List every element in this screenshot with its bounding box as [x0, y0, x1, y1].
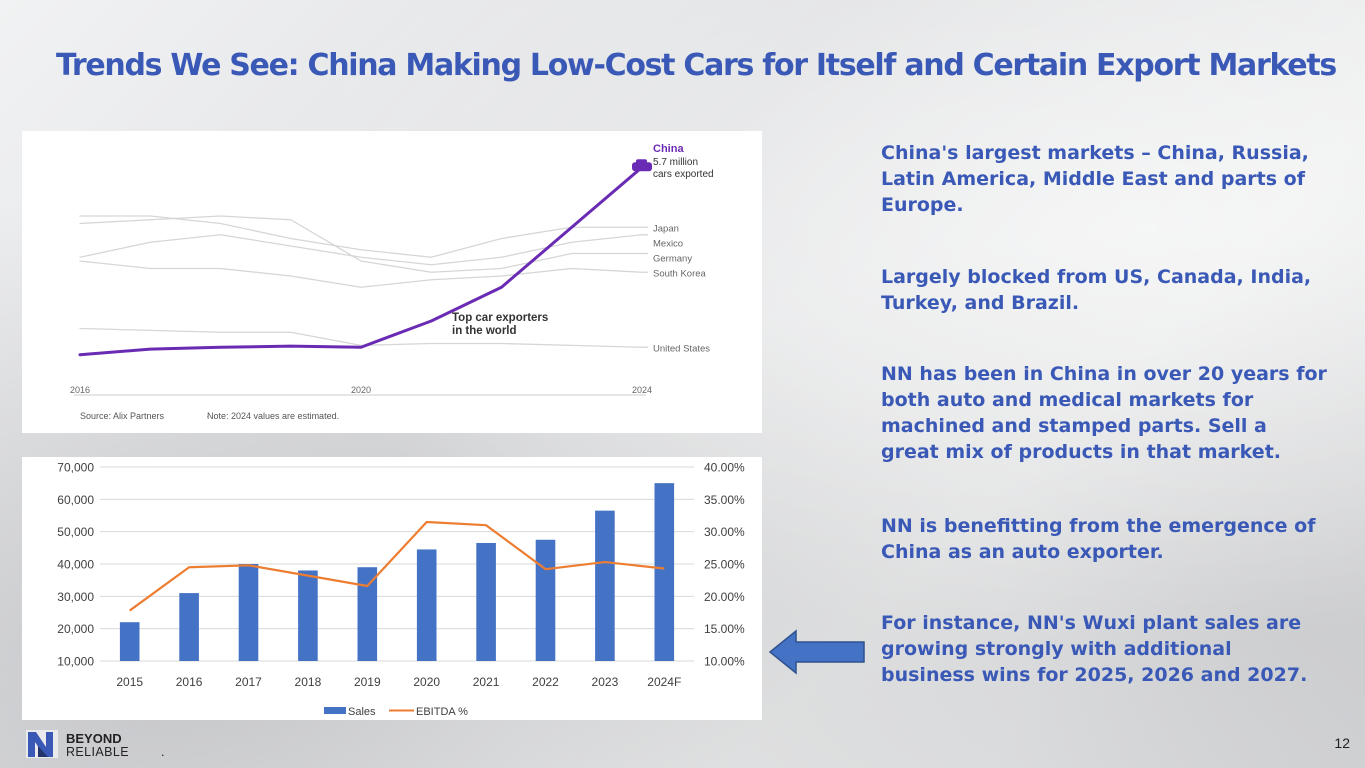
y-tick-label-left: 70,000: [57, 461, 94, 475]
legend-ebitda-label: EBITDA %: [416, 706, 468, 718]
bullet-nn-in-china: NN has been in China in over 20 years fo…: [881, 363, 1327, 463]
y-tick-label-left: 60,000: [57, 493, 94, 507]
x-tick-label-2022: 2022: [532, 675, 559, 689]
sales-bar-2016: [179, 593, 199, 661]
logo-line-1: BEYOND: [66, 731, 122, 746]
series-line-united-states: [79, 327, 643, 348]
sales-bar-2022: [535, 539, 556, 661]
source-separator-dot: ·: [206, 411, 209, 421]
series-line-china: [78, 165, 644, 357]
y-tick-label-left: 20,000: [57, 622, 94, 636]
china-callout-value: 5.7 million: [653, 157, 698, 168]
x-tick-label-2020: 2020: [413, 675, 440, 689]
bullet-wuxi-plant: For instance, NN's Wuxi plant sales are …: [881, 612, 1308, 686]
sales-bar-2017: [238, 564, 259, 661]
series-line-japan: [79, 215, 643, 258]
china-callout-unit: cars exported: [653, 169, 714, 180]
car-icon: [632, 159, 652, 172]
sales-bar-2020: [416, 549, 437, 661]
x-tick-label-2016: 2016: [70, 385, 90, 395]
y-tick-label-right: 15.00%: [704, 622, 745, 636]
x-tick-label-2020: 2020: [351, 385, 371, 395]
page-number: 12: [1334, 735, 1350, 751]
legend-sales-label: Sales: [348, 706, 376, 718]
sales-bar-2015: [119, 622, 140, 661]
chart-source: Source: Alix Partners: [80, 411, 165, 421]
annotation-line-1: Top car exporters: [452, 312, 548, 324]
series-label-south-korea: South Korea: [653, 268, 707, 279]
series-label-japan: Japan: [653, 223, 679, 234]
ebitda-line: [129, 520, 665, 612]
y-tick-label-right: 35.00%: [704, 493, 745, 507]
series-line-germany: [79, 215, 643, 273]
x-tick-label-2016: 2016: [176, 675, 203, 689]
sales-bar-2023: [595, 510, 615, 661]
y-tick-label-left: 40,000: [57, 558, 94, 572]
sales-bar-2024f: [654, 483, 675, 661]
x-tick-label-2024: 2024: [632, 385, 652, 395]
y-tick-label-right: 40.00%: [704, 461, 745, 475]
chart-note: Note: 2024 values are estimated.: [207, 411, 339, 421]
annotation-line-2: in the world: [452, 325, 517, 337]
x-tick-label-2024f: 2024F: [647, 675, 681, 689]
left-arrow-icon: [768, 629, 865, 675]
series-line-south-korea: [79, 260, 643, 288]
y-tick-label-left: 30,000: [57, 590, 94, 604]
logo-line-2: RELIABLE: [66, 745, 129, 759]
y-tick-label-left: 10,000: [57, 655, 94, 669]
car-exporters-chart: Japan Mexico Germany South Korea United Stat…: [22, 131, 762, 433]
china-callout-name: China: [653, 143, 684, 155]
y-tick-label-right: 25.00%: [704, 558, 745, 572]
y-tick-label-right: 20.00%: [704, 590, 745, 604]
y-tick-label-right: 30.00%: [704, 525, 745, 539]
company-logo: N BEYOND RELIABLE .: [26, 728, 186, 760]
car-exporters-svg: Japan Mexico Germany South Korea United Stat…: [70, 143, 714, 421]
series-label-mexico: Mexico: [653, 238, 683, 249]
x-tick-label-2018: 2018: [295, 675, 322, 689]
x-tick-label-2023: 2023: [592, 675, 619, 689]
slide-title: Trends We See: China Making Low-Cost Car…: [56, 48, 1337, 83]
bullet-largest-markets: China's largest markets – China, Russia,…: [881, 142, 1309, 216]
chart-legend: Sales EBITDA %: [324, 706, 468, 718]
y-tick-label-left: 50,000: [57, 525, 94, 539]
sales-bar-2021: [476, 542, 496, 661]
x-tick-label-2017: 2017: [235, 675, 262, 689]
sales-ebitda-svg: 10,000 20,000 30,000 40,000 50,000 60,000 70,0…: [57, 461, 745, 719]
series-label-united-states: United States: [653, 343, 710, 354]
logo-trailing-dot: .: [161, 745, 164, 759]
sales-bar-2019: [357, 567, 378, 661]
bullet-blocked-markets: Largely blocked from US, Canada, India, …: [881, 266, 1312, 314]
bullet-auto-exporter: NN is benefitting from the emergence of …: [881, 515, 1316, 563]
x-tick-label-2021: 2021: [473, 675, 500, 689]
sales-bar-2018: [298, 570, 318, 661]
x-tick-label-2015: 2015: [116, 675, 143, 689]
sales-ebitda-chart: 10,000 20,000 30,000 40,000 50,000 60,000 70,0…: [22, 457, 762, 720]
y-tick-label-right: 10.00%: [704, 655, 745, 669]
legend-sales-swatch: [324, 707, 346, 714]
series-label-germany: Germany: [653, 253, 692, 264]
x-tick-label-2019: 2019: [354, 675, 381, 689]
